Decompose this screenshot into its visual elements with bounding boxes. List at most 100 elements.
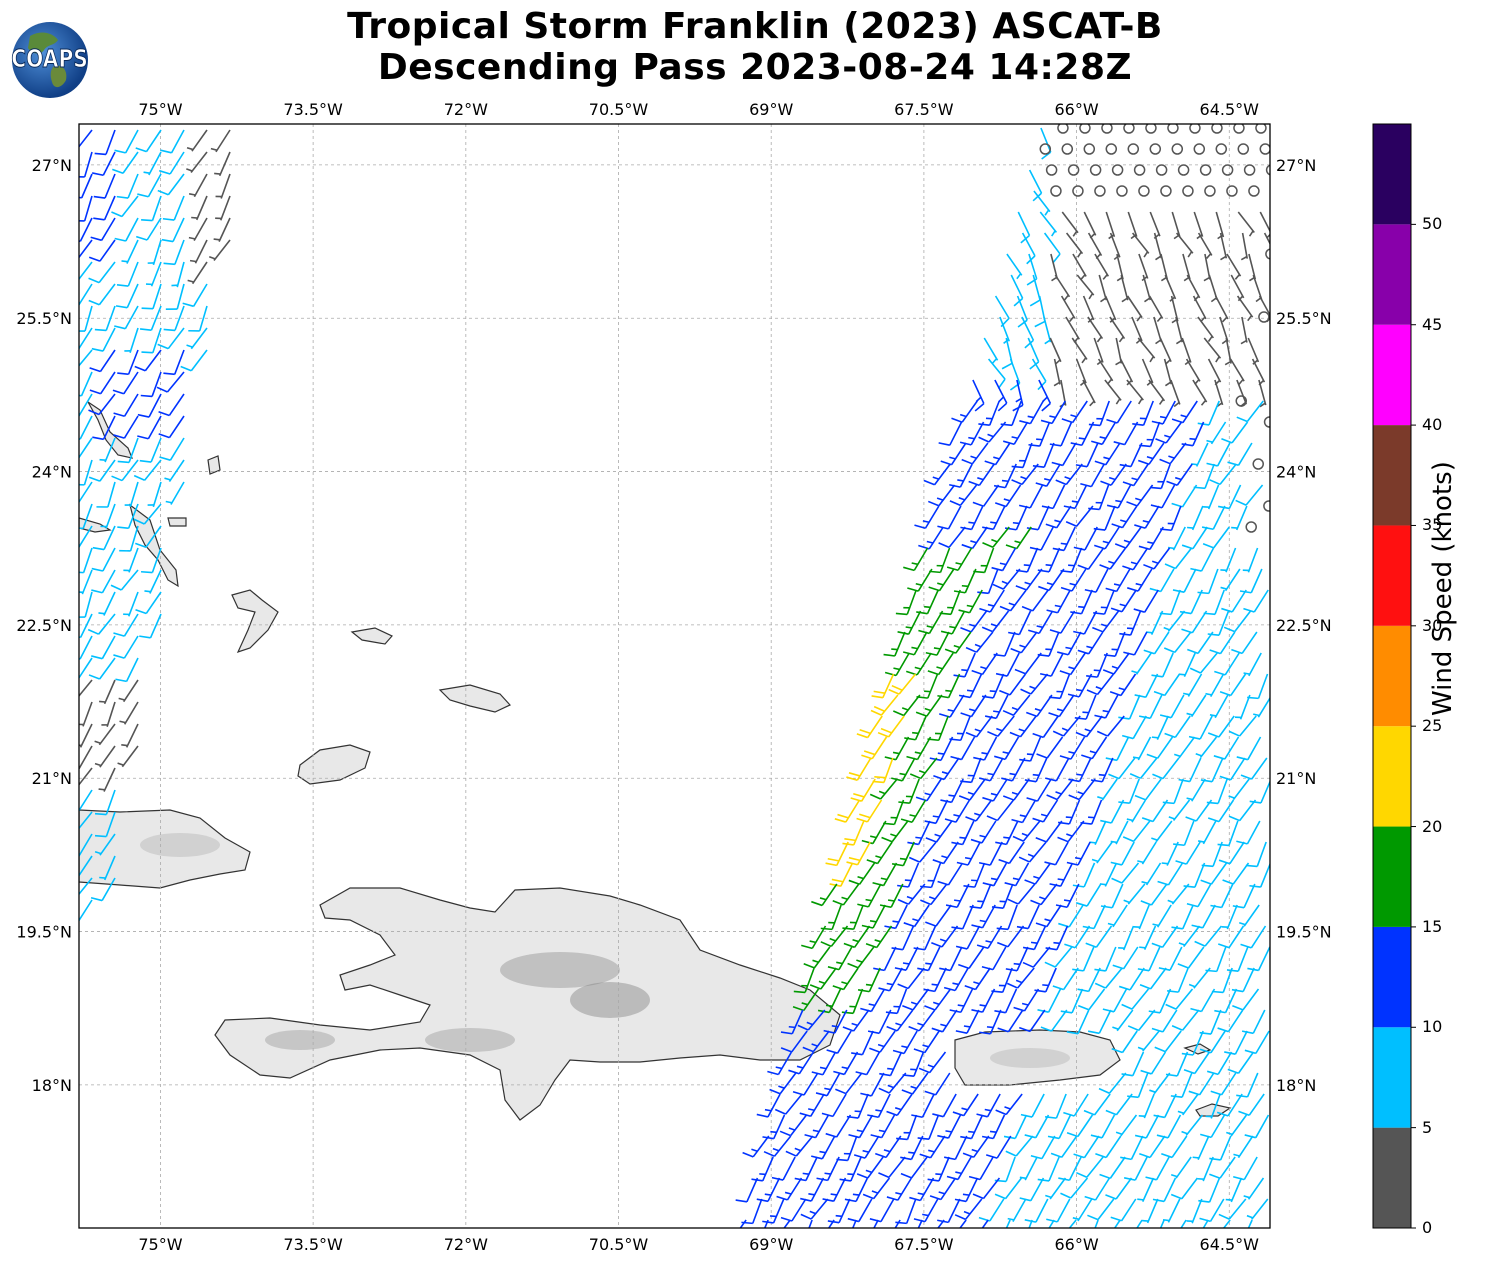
wind-barb [1241, 316, 1248, 343]
wind-barb [850, 1156, 862, 1182]
wind-barb [968, 589, 983, 614]
barb-flag [878, 1172, 890, 1179]
wind-barb [1251, 757, 1268, 780]
wind-barb [1230, 757, 1246, 781]
barb-flag [961, 458, 973, 465]
barb-flag [945, 689, 952, 693]
barb-flag [958, 963, 970, 970]
wind-barb [1219, 463, 1237, 485]
barb-flag [1134, 794, 1146, 801]
barb-flag [911, 646, 918, 650]
barb-flag [158, 433, 170, 439]
wind-barb [105, 129, 116, 155]
barb-flag [872, 881, 884, 887]
wind-barb [950, 442, 967, 466]
barb-flag [1179, 610, 1192, 615]
wind-barb [1156, 715, 1169, 740]
wind-barb [1072, 253, 1087, 277]
barb-flag [1238, 1110, 1250, 1117]
wind-barb [190, 151, 208, 174]
wind-barb [1105, 211, 1116, 237]
wind-barb [1130, 442, 1143, 467]
barb-flag [191, 216, 198, 219]
barb-flag [987, 433, 994, 438]
wind-barb [79, 833, 93, 857]
barb-flag [94, 328, 107, 332]
wind-barb [1182, 400, 1198, 424]
wind-barb [1176, 1051, 1189, 1077]
wind-barb [968, 946, 985, 969]
wind-barb [1171, 211, 1181, 238]
barb-flag [79, 196, 82, 199]
wind-barb [1150, 883, 1168, 906]
barb-flag [1155, 255, 1162, 261]
barb-flag [1097, 796, 1104, 800]
barb-flag [1161, 1152, 1173, 1159]
barb-flag [1228, 795, 1235, 799]
wind-barb [1142, 1030, 1160, 1052]
wind-barb [1115, 568, 1131, 592]
wind-barb [936, 631, 950, 656]
wind-barb [926, 589, 939, 615]
barb-flag [117, 460, 130, 464]
barb-flag [1158, 398, 1164, 405]
wind-barb [220, 173, 231, 199]
barb-flag [1009, 772, 1016, 776]
barb-flag [1110, 607, 1123, 613]
barb-flag [1132, 423, 1144, 426]
wind-barb [83, 459, 93, 486]
barb-flag [133, 474, 145, 481]
barb-flag [137, 193, 149, 198]
barb-flag [917, 1137, 930, 1140]
wind-barb [168, 393, 185, 416]
barb-flag [71, 785, 77, 787]
barb-flag [1170, 1095, 1183, 1098]
barb-flag [771, 1176, 784, 1181]
barb-flag [1115, 360, 1122, 366]
barb-flag [957, 479, 964, 482]
wind-barb [1219, 631, 1236, 655]
barb-flag [890, 833, 897, 837]
wind-barb [752, 1198, 763, 1224]
wind-barb [1120, 274, 1129, 301]
barb-flag [1152, 773, 1164, 780]
calm-circle [1138, 185, 1150, 197]
wind-barb [1153, 631, 1170, 655]
barb-flag [831, 1025, 839, 1028]
barb-flag [955, 1030, 968, 1034]
wind-barb [1216, 946, 1227, 972]
barb-flag [1139, 1152, 1151, 1159]
wind-barb [1028, 1219, 1033, 1228]
barb-flag [1051, 230, 1056, 237]
wind-barb [1050, 253, 1059, 280]
wind-barb [152, 327, 162, 353]
barb-flag [1002, 751, 1009, 755]
wind-barb [1041, 1135, 1056, 1159]
barb-flag [869, 1047, 881, 1053]
wind-barb [1202, 904, 1216, 929]
wind-barb [105, 503, 116, 529]
wind-barb [1204, 463, 1215, 489]
wind-barb [1005, 1093, 1023, 1116]
wind-barb [1250, 925, 1267, 949]
wind-barb [101, 877, 116, 901]
wind-barb [1042, 799, 1059, 823]
wind-barb [79, 613, 93, 638]
barb-flag [841, 1011, 854, 1015]
wind-barb [890, 883, 904, 908]
barb-flag [971, 669, 983, 676]
wind-barb [169, 437, 185, 461]
wind-barb [1055, 1093, 1067, 1119]
barb-flag [88, 476, 101, 482]
barb-flag [1235, 499, 1247, 506]
barb-flag [997, 378, 1006, 389]
wind-barb [1109, 1156, 1126, 1179]
barb-flag [868, 1003, 876, 1007]
barb-flag [1146, 753, 1158, 760]
barb-flag [941, 855, 948, 859]
barb-flag [769, 1215, 777, 1218]
barb-flag [1115, 398, 1121, 405]
barb-flag [920, 899, 932, 906]
wind-barb [1243, 904, 1260, 927]
wind-barb [1160, 463, 1171, 489]
